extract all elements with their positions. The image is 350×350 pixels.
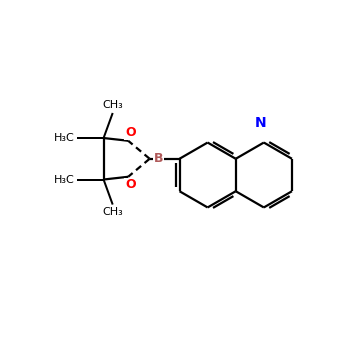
Text: CH₃: CH₃ [102, 207, 123, 217]
Text: H₃C: H₃C [54, 175, 74, 184]
Text: CH₃: CH₃ [102, 100, 123, 110]
Text: B: B [154, 152, 163, 165]
Text: H₃C: H₃C [54, 133, 74, 143]
Text: O: O [125, 126, 135, 139]
Text: N: N [254, 116, 266, 130]
Text: O: O [125, 178, 135, 191]
